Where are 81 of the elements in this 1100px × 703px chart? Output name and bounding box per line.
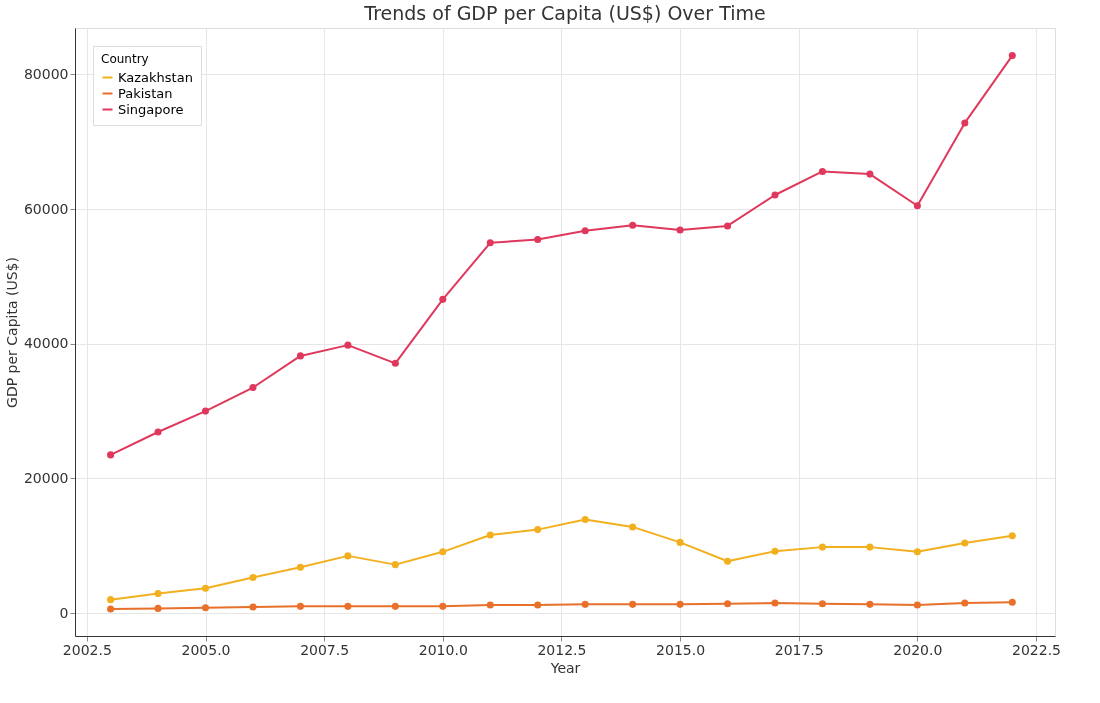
point bbox=[913, 601, 921, 609]
point bbox=[961, 539, 969, 547]
point bbox=[771, 599, 779, 607]
point bbox=[866, 170, 874, 178]
point bbox=[866, 600, 874, 608]
point bbox=[154, 428, 162, 436]
point bbox=[629, 600, 637, 608]
point bbox=[486, 239, 494, 247]
point bbox=[676, 538, 684, 546]
point bbox=[154, 604, 162, 612]
x-tick-label: 2020.0 bbox=[893, 641, 943, 658]
legend-label: Singapore bbox=[118, 101, 184, 117]
y-tick-label: 40000 bbox=[23, 335, 69, 352]
point bbox=[581, 515, 589, 524]
point bbox=[486, 531, 494, 539]
point bbox=[486, 601, 494, 609]
point bbox=[391, 561, 399, 569]
point bbox=[1008, 52, 1016, 60]
point bbox=[344, 552, 352, 560]
point bbox=[581, 600, 589, 608]
point bbox=[107, 605, 115, 613]
point bbox=[344, 341, 352, 349]
point bbox=[107, 451, 115, 459]
legend-label: Pakistan bbox=[118, 85, 173, 101]
point bbox=[439, 602, 447, 610]
point bbox=[296, 563, 304, 571]
point bbox=[724, 557, 732, 565]
point bbox=[913, 202, 921, 210]
point bbox=[534, 235, 542, 243]
legend-label: Kazakhstan bbox=[118, 69, 193, 85]
x-axis-title: Year bbox=[549, 659, 581, 676]
point bbox=[201, 604, 210, 612]
x-tick-label: 2005.0 bbox=[181, 641, 231, 658]
point bbox=[961, 119, 969, 127]
point bbox=[961, 599, 969, 607]
point bbox=[391, 602, 399, 610]
y-tick-label: 80000 bbox=[23, 65, 69, 82]
point bbox=[818, 167, 826, 175]
point bbox=[676, 600, 684, 608]
point bbox=[201, 584, 210, 592]
point bbox=[629, 221, 637, 229]
point bbox=[581, 227, 589, 235]
point bbox=[249, 573, 257, 581]
point bbox=[344, 602, 352, 610]
point bbox=[1008, 532, 1016, 540]
x-tick-label: 2012.5 bbox=[537, 641, 587, 658]
point bbox=[818, 600, 826, 608]
point bbox=[107, 596, 115, 604]
y-axis-title: GDP per Capita (US$) bbox=[3, 257, 20, 408]
y-tick-label: 20000 bbox=[23, 469, 69, 486]
point bbox=[534, 526, 542, 534]
point bbox=[866, 543, 874, 551]
point bbox=[913, 548, 921, 556]
point bbox=[296, 352, 304, 360]
point bbox=[724, 600, 732, 608]
point bbox=[629, 523, 637, 531]
point bbox=[249, 384, 257, 392]
point bbox=[771, 191, 779, 199]
x-tick-label: 2017.5 bbox=[774, 641, 824, 658]
y-tick-label: 60000 bbox=[23, 200, 69, 217]
x-tick-label: 2022.5 bbox=[1012, 641, 1062, 658]
point bbox=[439, 295, 447, 303]
point bbox=[201, 407, 210, 415]
point bbox=[391, 359, 399, 367]
point bbox=[154, 590, 162, 598]
y-tick-label: 0 bbox=[59, 604, 69, 621]
x-tick-label: 2010.0 bbox=[418, 641, 468, 658]
point bbox=[1008, 598, 1016, 606]
x-tick-label: 2015.0 bbox=[656, 641, 706, 658]
legend-title: Country bbox=[101, 52, 149, 66]
x-tick-label: 2007.5 bbox=[300, 641, 350, 658]
point bbox=[771, 547, 779, 555]
chart-title: Trends of GDP per Capita (US$) Over Time bbox=[363, 2, 766, 24]
point bbox=[534, 601, 542, 609]
point bbox=[439, 548, 447, 556]
point bbox=[296, 602, 304, 610]
point bbox=[724, 222, 732, 230]
point bbox=[249, 603, 257, 611]
point bbox=[676, 226, 684, 234]
x-tick-label: 2002.5 bbox=[62, 641, 112, 658]
point bbox=[818, 543, 826, 551]
